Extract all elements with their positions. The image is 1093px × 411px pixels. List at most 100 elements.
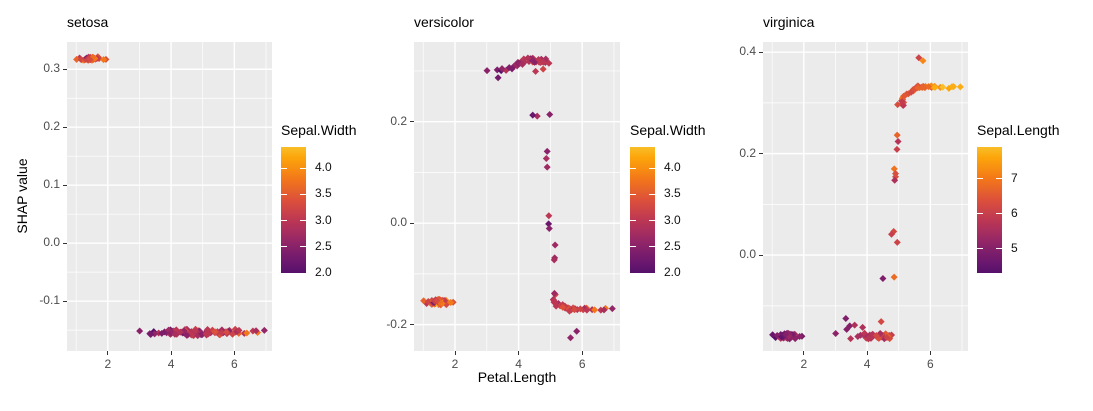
y-tick-label: 0.0 [739,247,756,262]
data-point [532,67,540,75]
data-point [436,298,444,306]
y-axis-tick [759,254,763,256]
panel-setosa [67,42,272,351]
data-point [890,273,898,281]
data-point [892,170,900,178]
data-point [854,333,862,341]
data-point [796,333,804,341]
x-axis-tick [170,351,172,355]
x-tick-label: 2 [451,357,459,371]
data-point [545,224,553,232]
data-point [243,329,251,337]
legend-tick [649,272,655,274]
legend-tick [281,167,287,169]
data-point [843,325,851,333]
legend-title: Sepal.Length [977,122,1060,138]
data-point [539,58,547,66]
x-axis-tick [107,351,109,355]
data-point [919,57,927,65]
data-point [176,328,184,336]
data-point [100,56,108,64]
data-point [550,289,558,297]
y-axis-tick [63,242,67,244]
y-tick-label: -0.1 [39,293,60,308]
data-point [420,297,428,305]
legend-tick-label: 2.5 [315,238,332,253]
data-point [223,328,231,336]
data-point [914,84,922,92]
x-tick-label: 2 [104,357,112,371]
y-tick-label: 0.4 [739,44,756,59]
data-point [915,54,923,62]
data-point [907,88,915,96]
data-point [769,331,777,339]
data-point [876,329,884,337]
data-point [945,84,953,92]
legend-colorbar [630,147,655,273]
x-axis-tick [518,351,520,355]
data-point [551,241,559,249]
y-axis-tick [410,121,414,123]
data-point [518,60,526,68]
legend-tick [996,178,1002,179]
data-point [433,297,441,305]
legend-title: Sepal.Width [281,122,357,138]
data-point [851,321,859,329]
data-point [556,302,564,310]
data-point [550,256,558,264]
x-axis-title: Petal.Length [477,369,557,385]
legend-tick-label: 3.5 [664,186,681,201]
data-point [559,303,567,311]
data-point [192,327,200,335]
legend-tick [649,193,655,195]
data-point [956,83,964,91]
data-point [893,131,901,139]
y-tick-label: 0.2 [739,145,756,160]
y-tick-label: 0.0 [390,215,407,230]
panel-virginica [763,42,968,351]
legend-colorbar [281,147,306,273]
data-point [565,307,573,315]
legend-tick [996,213,1002,214]
data-point [893,145,901,153]
y-tick-label: 0.1 [43,177,60,192]
x-axis-tick [581,351,583,355]
data-point [931,83,939,91]
data-point [787,334,795,342]
y-axis-tick [63,126,67,128]
legend-tick [281,193,287,195]
y-axis-tick [410,222,414,224]
plot-area-versicolor [414,42,620,351]
data-point [773,332,781,340]
data-point [252,327,260,335]
x-tick-label: 4 [863,357,871,371]
legend-tick [300,220,306,221]
legend-tick-label: 5 [1011,240,1018,255]
data-point [832,329,840,337]
y-axis-tick [63,68,67,70]
y-tick-label: 0.2 [43,119,60,134]
data-point [550,297,558,305]
data-point [898,98,906,106]
data-point [542,154,550,162]
data-point [545,59,553,67]
legend-tick [977,178,983,179]
y-axis-tick [410,324,414,326]
data-point [165,326,173,334]
y-axis-title: SHAP value [14,158,30,234]
data-point [591,306,599,314]
data-point [576,305,584,313]
data-point [888,230,896,238]
legend-tick [649,167,655,169]
legend-tick [630,246,636,248]
y-tick-label: -0.2 [386,316,407,331]
data-point [171,330,179,338]
y-axis-tick [759,153,763,155]
data-point [847,335,855,343]
data-point [842,315,850,323]
legend-tick-label: 3.5 [315,186,332,201]
plot-title-versicolor: versicolor [414,14,474,30]
data-point [872,332,880,340]
data-point [498,65,506,73]
data-point [552,302,560,310]
